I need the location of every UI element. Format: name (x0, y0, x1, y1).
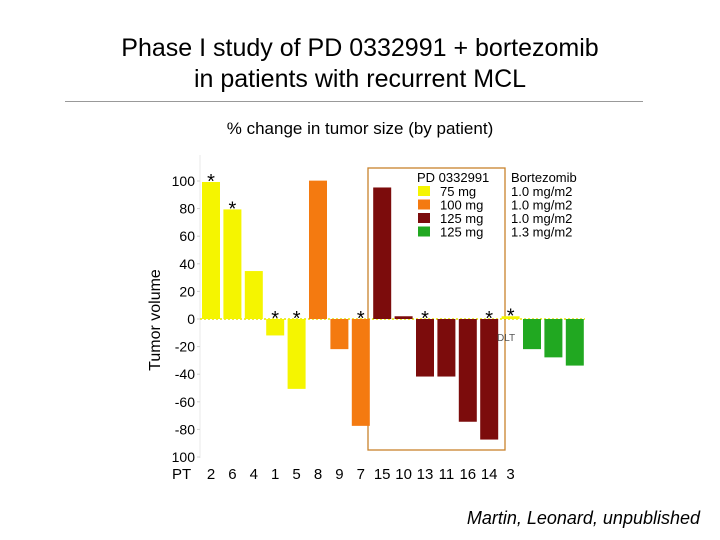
asterisk-marker: * (271, 308, 279, 330)
y-tick-label: -20 (175, 339, 195, 355)
x-tick-label: 6 (228, 466, 236, 483)
y-tick-label: 80 (179, 201, 195, 217)
legend-dose: 125 mg (440, 211, 483, 226)
x-tick-label: 4 (250, 466, 258, 483)
bar (330, 319, 349, 350)
asterisk-marker: * (357, 308, 365, 330)
legend-swatch (418, 199, 430, 210)
title-line-1: Phase I study of PD 0332991 + bortezomib (121, 34, 599, 62)
bar (416, 319, 434, 377)
x-tick-label: 10 (395, 466, 412, 483)
chart-bars (202, 180, 584, 440)
asterisk-marker: * (421, 308, 429, 330)
x-tick-label: 2 (207, 466, 215, 483)
bar (544, 319, 563, 358)
y-tick-label: 0 (187, 311, 195, 327)
legend-swatch (418, 186, 430, 196)
y-tick-label: 100 (172, 449, 196, 465)
legend-bortezomib-dose: 1.0 mg/m2 (511, 211, 572, 226)
bar (373, 187, 392, 319)
y-tick-label: 100 (172, 173, 196, 189)
y-tick-label: -60 (175, 394, 195, 410)
legend-swatch (418, 226, 430, 237)
bar (244, 271, 263, 319)
y-tick-label: -80 (175, 421, 195, 437)
x-tick-label: 11 (439, 466, 455, 483)
x-tick-label: 9 (335, 466, 343, 483)
y-tick-label: -40 (175, 366, 195, 382)
y-tick-label: 60 (179, 228, 195, 244)
bar (351, 319, 370, 426)
x-tick-label: 3 (506, 466, 514, 483)
slide-title: Phase I study of PD 0332991 + bortezomib… (0, 33, 720, 95)
bar (437, 319, 456, 377)
dlt-annotation: DLT (497, 333, 515, 344)
legend-header-bortezomib: Bortezomib (511, 170, 577, 185)
x-tick-label: 13 (417, 466, 434, 483)
legend-dose: 100 mg (440, 198, 483, 213)
x-tick-label: 8 (314, 466, 322, 483)
x-tick-label: 16 (459, 466, 476, 483)
asterisk-marker: * (293, 308, 301, 330)
bar (287, 319, 306, 389)
y-tick-label: 40 (179, 256, 195, 272)
chart-title: % change in tumor size (by patient) (226, 119, 494, 138)
x-tick-label: 15 (374, 466, 391, 483)
bar (480, 319, 499, 440)
x-tick-label: 7 (357, 466, 365, 483)
chart-axes (197, 155, 585, 458)
legend-bortezomib-dose: 1.0 mg/m2 (511, 184, 572, 199)
legend-header-pd: PD 0332991 (417, 170, 489, 185)
bar (309, 180, 327, 319)
x-axis-label: PT (172, 466, 191, 483)
highlight-box (367, 167, 506, 451)
legend-bortezomib-dose: 1.0 mg/m2 (511, 198, 572, 213)
legend-dose: 75 mg (440, 184, 476, 199)
y-axis-label: Tumor volume (147, 269, 164, 371)
title-divider (65, 101, 643, 102)
bar (501, 316, 520, 319)
x-tick-label: 1 (271, 466, 279, 483)
y-tick-label: 20 (179, 283, 195, 299)
bar (565, 319, 584, 366)
bar (523, 319, 541, 350)
asterisk-marker: * (507, 305, 515, 327)
title-line-2: in patients with recurrent MCL (193, 65, 527, 93)
bar (202, 182, 220, 319)
bar (394, 316, 413, 319)
x-tick-label: 5 (292, 466, 300, 483)
legend-swatch (418, 213, 430, 223)
bar (458, 319, 477, 422)
legend-bortezomib-dose: 1.3 mg/m2 (511, 225, 572, 240)
asterisk-marker: * (229, 198, 237, 220)
x-tick-label: 14 (481, 466, 498, 483)
chart-labels: 100 80 60 40 20 0 -20 -40 -60 -80 100 Tumor volume *… (147, 170, 577, 483)
legend-dose: 125 mg (440, 225, 483, 240)
asterisk-marker: * (207, 171, 215, 193)
source-credit: Martin, Leonard, unpublished (466, 508, 700, 528)
bar (223, 209, 242, 319)
bar (266, 319, 285, 336)
asterisk-marker: * (485, 308, 493, 330)
